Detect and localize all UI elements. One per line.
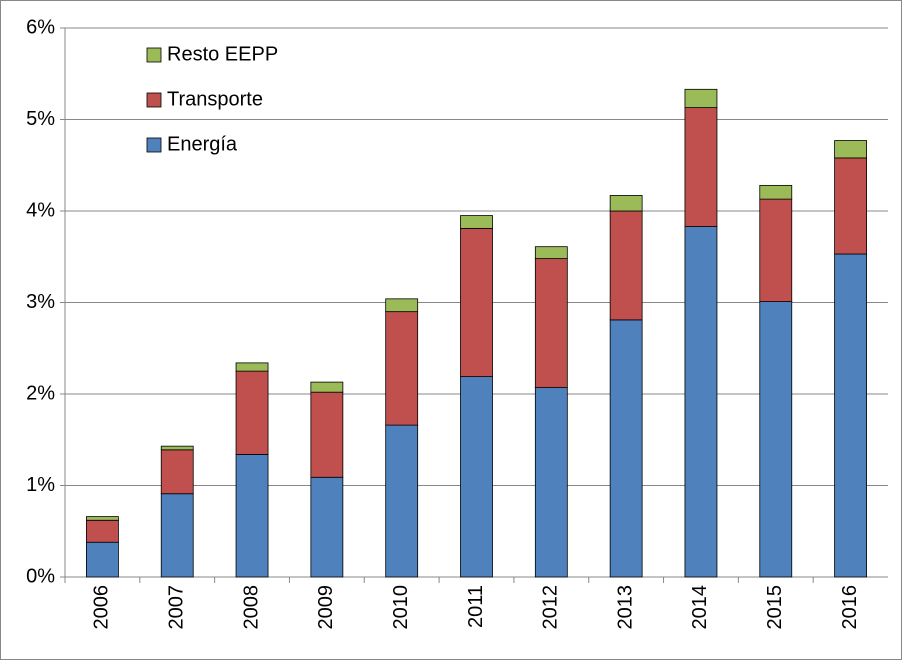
legend-label: Transporte	[167, 88, 263, 110]
y-tick-label: 2%	[26, 382, 55, 404]
y-tick-label: 3%	[26, 291, 55, 313]
x-tick-label: 2008	[240, 585, 262, 630]
y-tick-label: 1%	[26, 474, 55, 496]
bar-segment	[86, 541, 119, 578]
y-tick-label: 5%	[26, 108, 55, 130]
y-tick-label: 0%	[26, 565, 55, 587]
bar-segment	[160, 493, 194, 578]
bar-segment	[609, 210, 643, 321]
bar-segment	[235, 362, 269, 372]
legend-label: Resto EEPP	[167, 43, 278, 65]
x-tick-label: 2012	[540, 585, 562, 630]
bar-segment	[759, 198, 793, 302]
bar-segment	[460, 227, 493, 378]
bar-segment	[160, 449, 194, 495]
x-tick-label: 2015	[764, 585, 786, 630]
bar-segment	[759, 301, 793, 578]
bar-segment	[310, 476, 344, 578]
bar-segment	[160, 445, 194, 451]
y-tick-label: 6%	[26, 16, 55, 38]
y-tick-label: 4%	[26, 199, 55, 221]
bar-segment	[235, 370, 269, 455]
legend-swatch	[146, 92, 162, 108]
bar-segment	[684, 88, 718, 109]
legend-swatch	[146, 137, 162, 153]
bar-segment	[684, 226, 718, 578]
bar-segment	[385, 311, 419, 426]
x-tick-label: 2006	[91, 585, 113, 630]
bar-segment	[534, 246, 568, 259]
bar-segment	[834, 140, 867, 159]
x-tick-label: 2009	[315, 585, 337, 630]
bar-segment	[609, 319, 643, 578]
bar-segment	[385, 298, 419, 313]
bar-segment	[310, 391, 344, 478]
x-tick-label: 2007	[166, 585, 188, 630]
bar-segment	[310, 381, 344, 393]
bar-segment	[86, 519, 119, 543]
bar-segment	[460, 215, 493, 229]
bar-segment	[534, 387, 568, 578]
bar-segment	[609, 195, 643, 212]
bar-segment	[385, 424, 419, 578]
bar-segment	[834, 253, 867, 578]
x-tick-label: 2013	[614, 585, 636, 630]
bar-segment	[86, 516, 119, 521]
legend-label: Energía	[167, 133, 238, 155]
bar-segment	[534, 258, 568, 388]
x-tick-label: 2010	[390, 585, 412, 630]
bar-segment	[460, 376, 493, 578]
legend-swatch	[146, 47, 162, 63]
bar-segment	[235, 453, 269, 578]
x-tick-label: 2016	[839, 585, 861, 630]
bar-segment	[684, 107, 718, 227]
x-tick-label: 2011	[465, 585, 487, 628]
bar-segment	[834, 157, 867, 255]
bar-segment	[759, 184, 793, 200]
x-tick-label: 2014	[689, 585, 711, 630]
